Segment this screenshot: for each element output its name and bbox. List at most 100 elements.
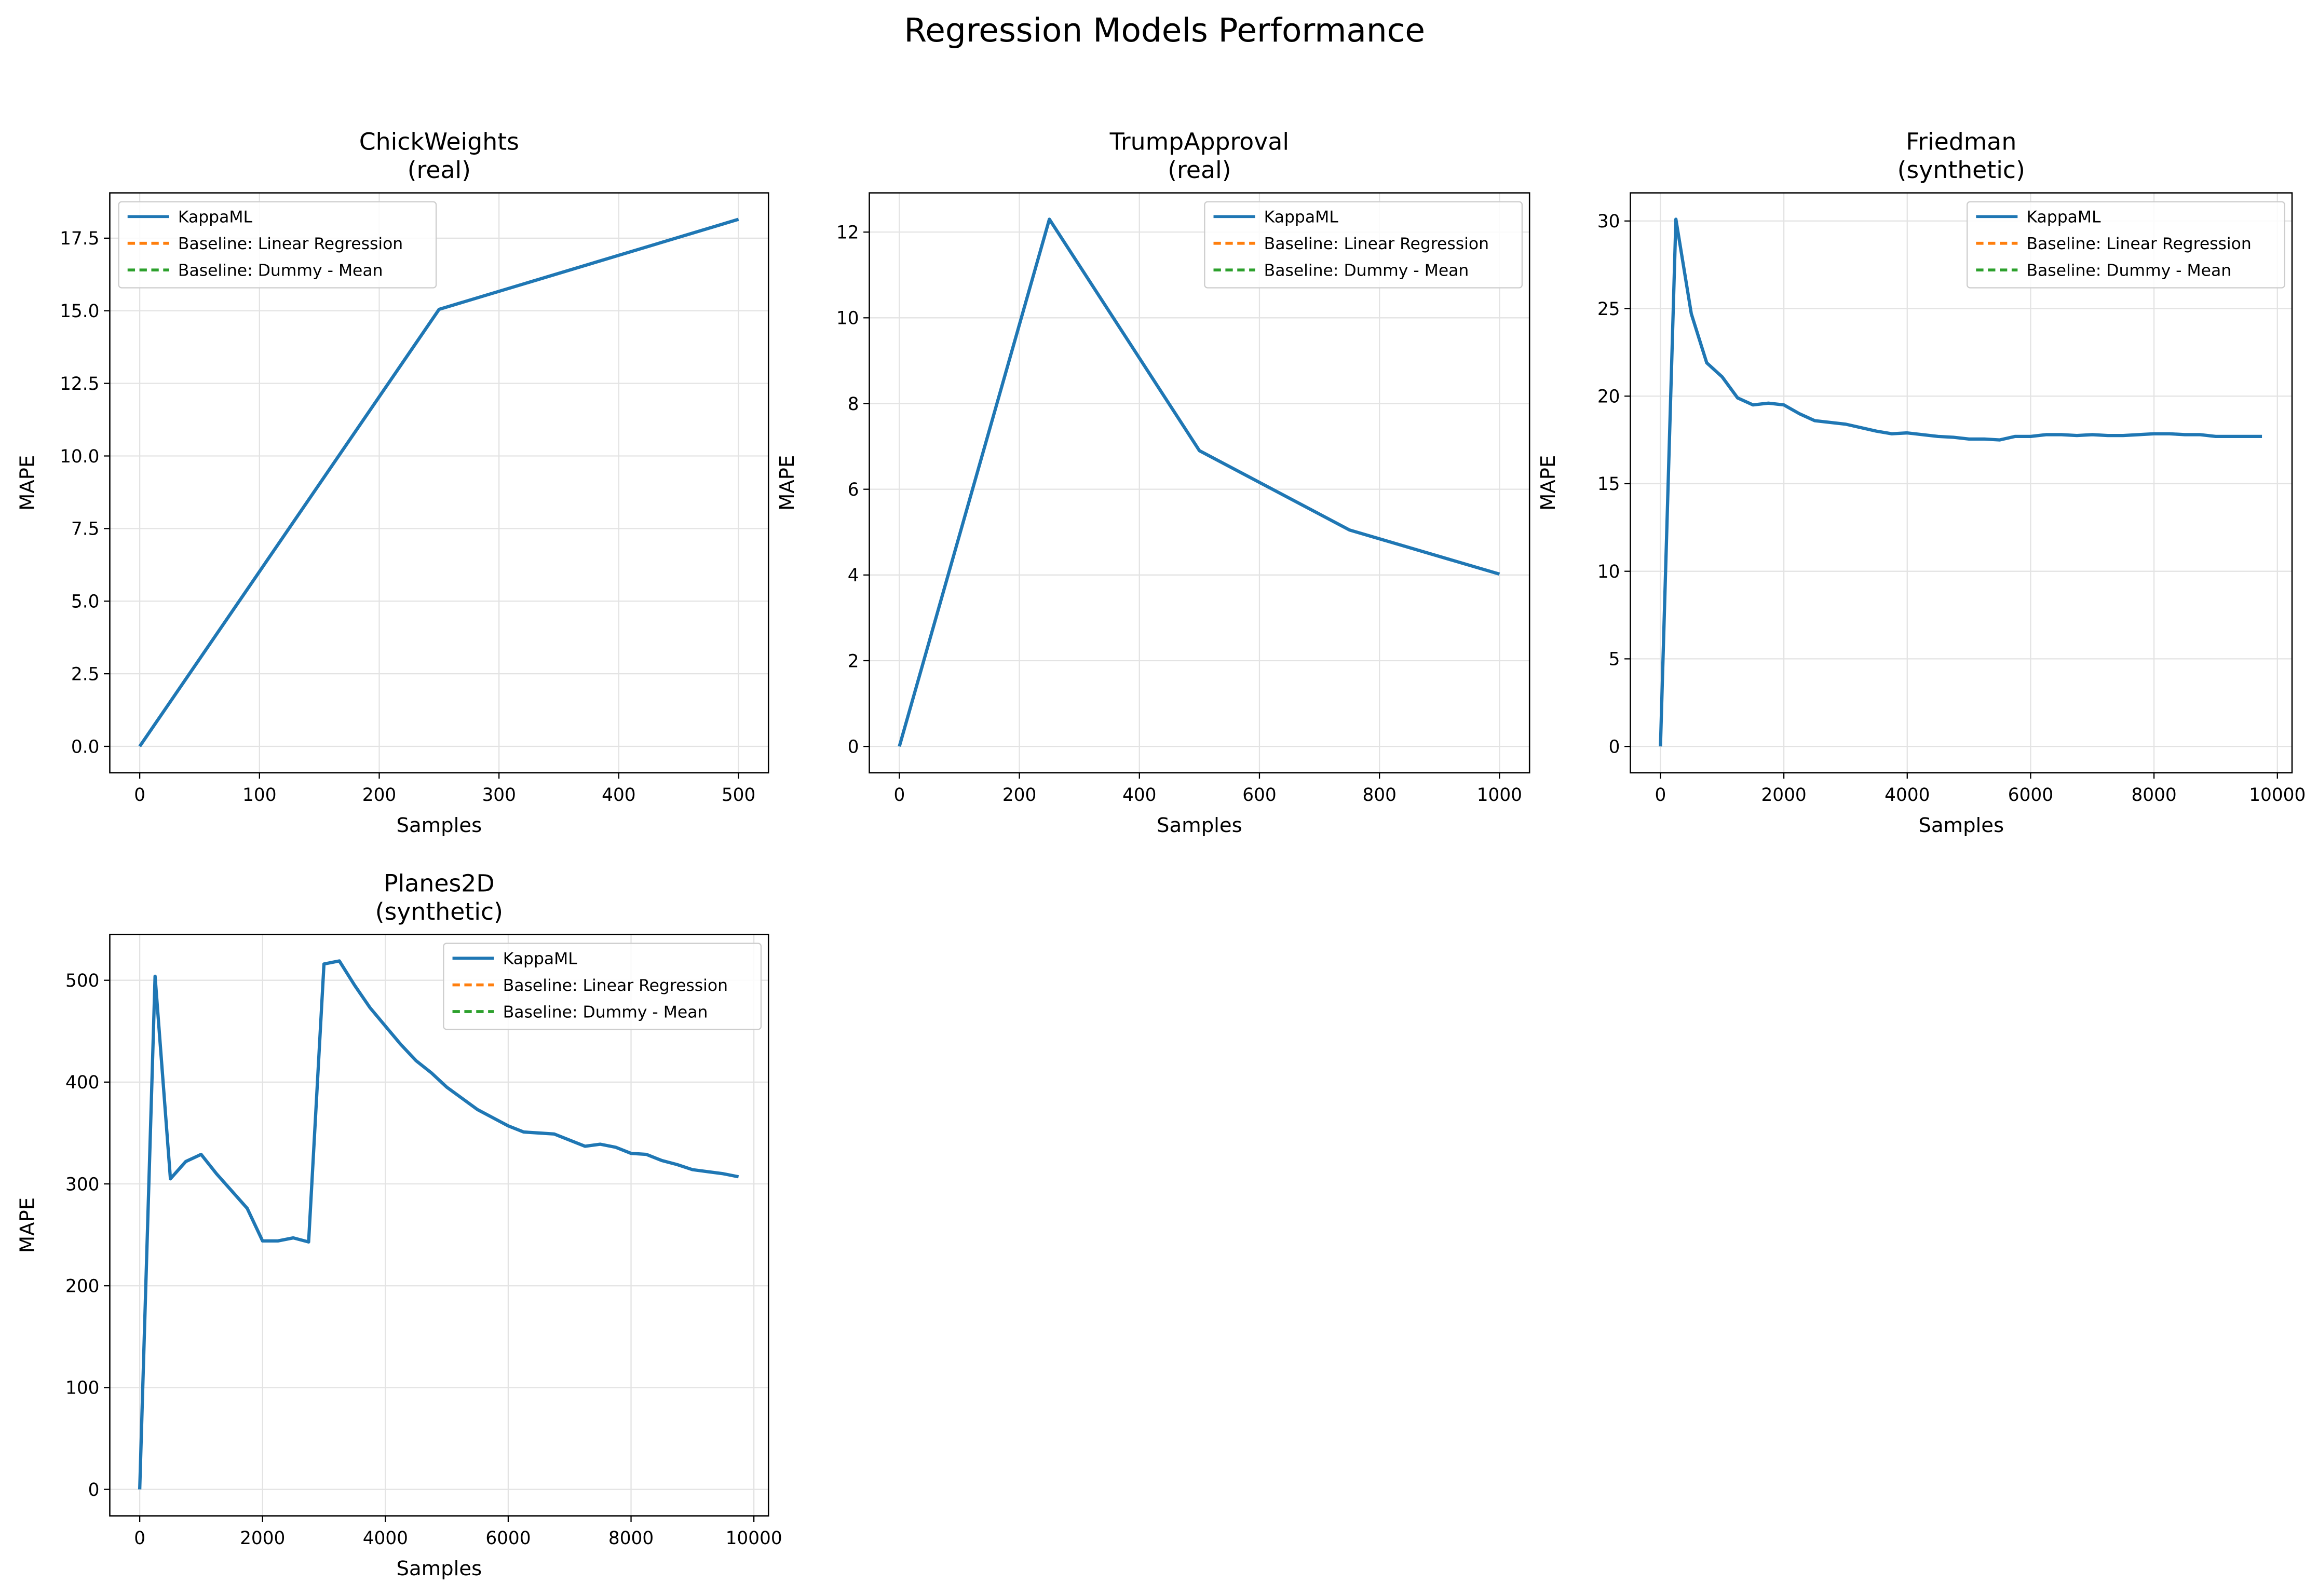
y-tick-label: 0 xyxy=(1609,736,1620,757)
legend-label: Baseline: Linear Regression xyxy=(1264,235,1489,253)
y-tick-label: 4 xyxy=(848,565,859,586)
y-tick-label: 0 xyxy=(848,736,859,757)
legend-box xyxy=(443,943,762,1030)
x-tick-label: 300 xyxy=(482,785,516,806)
y-tick-label: 2 xyxy=(848,651,859,672)
legend: KappaML Baseline: Linear Regression Baseli… xyxy=(118,201,437,289)
y-tick-label: 8 xyxy=(848,394,859,415)
series-line xyxy=(138,959,739,1490)
x-tick-label: 2000 xyxy=(1761,785,1806,806)
subplot: 0 200 400 600 800 1000 0 2 4 6 8 10 12 TrumpApproval(… xyxy=(776,128,1530,837)
y-tick-label: 20 xyxy=(1597,387,1620,407)
y-axis-label: MAPE xyxy=(16,455,39,511)
axes-frame xyxy=(109,192,769,774)
y-tick-label: 10 xyxy=(836,308,859,329)
chart-subtitle: (real) xyxy=(1168,156,1231,184)
legend-label: Baseline: Dummy - Mean xyxy=(178,262,383,280)
chart-subtitle: (synthetic) xyxy=(1897,156,2025,184)
legend-label: Baseline: Dummy - Mean xyxy=(1264,262,1469,280)
y-tick-label: 5.0 xyxy=(71,592,100,612)
series-line xyxy=(1659,217,2262,747)
legend: KappaML Baseline: Linear Regression Baseli… xyxy=(443,943,762,1030)
x-axis-label: Samples xyxy=(1157,814,1242,837)
chart-title: TrumpApproval xyxy=(1109,128,1289,156)
x-tick-label: 800 xyxy=(1362,785,1396,806)
x-tick-label: 1000 xyxy=(1477,785,1522,806)
subplot: 0 100 200 300 400 500 0.0 2.5 5.0 7.5 10.0 12.5 15.0… xyxy=(16,128,769,837)
subplot: 0 2000 4000 6000 8000 10000 0 5 10 15 20 25 30 Friedm… xyxy=(1537,128,2306,837)
x-tick-label: 200 xyxy=(1002,785,1036,806)
legend-label: KappaML xyxy=(2026,208,2101,227)
x-tick-label: 0 xyxy=(1655,785,1666,806)
legend-label: Baseline: Linear Regression xyxy=(503,976,728,995)
series-line xyxy=(138,217,739,747)
y-tick-label: 200 xyxy=(65,1276,99,1297)
x-tick-label: 400 xyxy=(602,785,635,806)
axes-frame xyxy=(1630,192,2293,774)
y-tick-label: 12 xyxy=(836,222,859,243)
x-tick-label: 400 xyxy=(1122,785,1156,806)
y-tick-label: 15.0 xyxy=(60,301,99,322)
y-tick-label: 5 xyxy=(1609,649,1620,670)
legend-label: Baseline: Dummy - Mean xyxy=(2026,262,2231,280)
y-tick-label: 400 xyxy=(65,1072,99,1093)
x-tick-label: 200 xyxy=(362,785,396,806)
y-tick-label: 10 xyxy=(1597,562,1620,582)
y-axis-label: MAPE xyxy=(1537,455,1560,511)
y-tick-label: 6 xyxy=(848,480,859,500)
x-tick-label: 0 xyxy=(893,785,905,806)
legend-label: Baseline: Dummy - Mean xyxy=(503,1003,708,1021)
subplot: 0 2000 4000 6000 8000 10000 0 100 200 300 400 500 Pl… xyxy=(16,870,782,1580)
chart-title: Friedman xyxy=(1906,128,2016,156)
y-tick-label: 2.5 xyxy=(71,664,100,685)
x-tick-label: 6000 xyxy=(485,1528,531,1549)
x-tick-label: 4000 xyxy=(363,1528,408,1549)
axes-frame xyxy=(109,934,769,1517)
x-tick-label: 8000 xyxy=(2131,785,2176,806)
x-axis-label: Samples xyxy=(1918,814,2004,837)
chart-subtitle: (synthetic) xyxy=(375,898,503,925)
x-tick-label: 100 xyxy=(242,785,276,806)
y-tick-label: 17.5 xyxy=(60,228,99,249)
y-tick-label: 12.5 xyxy=(60,374,99,394)
legend-box xyxy=(1204,201,1523,289)
x-tick-label: 500 xyxy=(722,785,755,806)
y-axis-label: MAPE xyxy=(16,1197,39,1253)
figure-title: Regression Models Performance xyxy=(904,11,1425,49)
x-axis-label: Samples xyxy=(397,814,482,837)
y-tick-label: 0 xyxy=(88,1480,100,1500)
y-tick-label: 15 xyxy=(1597,474,1620,495)
y-axis-label: MAPE xyxy=(776,455,799,511)
legend: KappaML Baseline: Linear Regression Baseli… xyxy=(1967,201,2285,289)
chart-title: Planes2D xyxy=(384,870,495,897)
legend-box xyxy=(118,201,437,289)
y-tick-label: 30 xyxy=(1597,211,1620,232)
x-tick-label: 2000 xyxy=(240,1528,285,1549)
y-tick-label: 25 xyxy=(1597,299,1620,320)
legend-label: KappaML xyxy=(503,950,578,968)
y-tick-label: 300 xyxy=(65,1174,99,1195)
axes-frame xyxy=(869,192,1530,774)
y-tick-label: 7.5 xyxy=(71,519,100,540)
legend-label: KappaML xyxy=(178,208,253,227)
legend-label: Baseline: Linear Regression xyxy=(2026,235,2251,253)
x-axis-label: Samples xyxy=(397,1557,482,1580)
y-tick-label: 500 xyxy=(65,971,99,991)
x-tick-label: 0 xyxy=(134,785,145,806)
legend-label: Baseline: Linear Regression xyxy=(178,235,403,253)
x-tick-label: 10000 xyxy=(726,1528,782,1549)
y-tick-label: 100 xyxy=(65,1378,99,1399)
x-tick-label: 10000 xyxy=(2249,785,2306,806)
y-tick-label: 10.0 xyxy=(60,446,99,467)
chart-subtitle: (real) xyxy=(408,156,471,184)
legend-box xyxy=(1967,201,2285,289)
y-tick-label: 0.0 xyxy=(71,736,100,757)
x-tick-label: 0 xyxy=(134,1528,145,1549)
x-tick-label: 8000 xyxy=(608,1528,654,1549)
x-tick-label: 600 xyxy=(1242,785,1276,806)
series-line xyxy=(898,217,1500,747)
chart-title: ChickWeights xyxy=(359,128,519,156)
legend-label: KappaML xyxy=(1264,208,1339,227)
